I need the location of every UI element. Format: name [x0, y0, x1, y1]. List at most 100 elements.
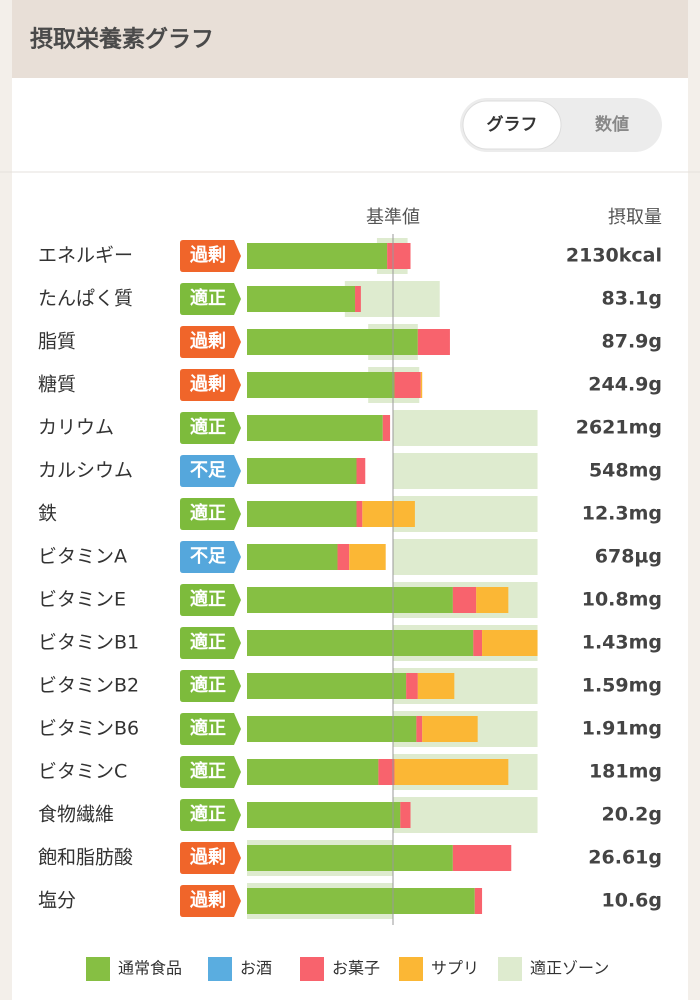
badge-label: 過剰: [190, 244, 226, 266]
amount: 181mg: [589, 761, 662, 783]
amount: 678µg: [595, 546, 662, 568]
zone: [393, 453, 538, 489]
badge: [180, 885, 241, 917]
card-header: [12, 0, 688, 78]
bar-segment: [247, 286, 356, 312]
toggle-graph[interactable]: グラフ: [487, 114, 538, 135]
bar-segment: [473, 630, 483, 656]
amount: 1.43mg: [582, 632, 662, 654]
badge-label: 適正: [190, 674, 226, 696]
nutrient-label: ビタミンB6: [38, 718, 139, 740]
nutrient-label: 食物繊維: [38, 804, 114, 826]
bar-segment: [382, 415, 391, 441]
badge-label: 適正: [190, 502, 226, 524]
badge-label: 適正: [190, 760, 226, 782]
bar-segment: [452, 587, 477, 613]
amount: 12.3mg: [582, 503, 662, 525]
bar-segment: [417, 329, 450, 355]
bar-segment: [417, 673, 455, 699]
bar-segment: [394, 372, 421, 398]
bar-segment: [247, 802, 401, 828]
amount: 26.61g: [588, 847, 662, 869]
nutrient-label: カリウム: [38, 417, 114, 439]
zone: [393, 539, 538, 575]
bar-segment: [247, 888, 475, 914]
badge: [180, 498, 241, 530]
nutrient-label: エネルギー: [38, 245, 133, 267]
bar-segment: [356, 501, 363, 527]
badge-label: 過剰: [190, 330, 226, 352]
bar-segment: [474, 888, 483, 914]
badge-label: 適正: [190, 717, 226, 739]
bar-segment: [247, 587, 453, 613]
badge-label: 適正: [190, 416, 226, 438]
bar-segment: [247, 845, 453, 871]
bar-segment: [247, 329, 418, 355]
bar-segment: [247, 716, 417, 742]
badge: [180, 713, 241, 745]
bar-segment: [356, 458, 366, 484]
badge: [180, 584, 241, 616]
badge: [180, 412, 241, 444]
badge: [180, 455, 241, 487]
nutrient-label: 脂質: [38, 331, 76, 353]
nutrient-label: たんぱく質: [38, 288, 133, 310]
bar-segment: [247, 243, 388, 269]
zone: [393, 410, 538, 446]
nutrient-label: ビタミンB1: [38, 632, 139, 654]
legend-label: サプリ: [431, 959, 479, 978]
bar-segment: [247, 673, 407, 699]
nutrient-label: 糖質: [38, 374, 76, 396]
badge: [180, 756, 241, 788]
legend-label: 適正ゾーン: [530, 959, 609, 978]
toggle-knob[interactable]: [462, 100, 562, 150]
zone: [393, 797, 538, 833]
badge-label: 適正: [190, 287, 226, 309]
bar-segment: [378, 759, 395, 785]
badge: [180, 541, 241, 573]
badge-label: 適正: [190, 588, 226, 610]
toggle-number[interactable]: 数値: [595, 114, 629, 135]
badge-label: 過剰: [190, 373, 226, 395]
amount: 548mg: [589, 460, 662, 482]
bar-segment: [482, 630, 538, 656]
reference-header: 基準値: [366, 207, 420, 228]
legend-swatch: [300, 957, 324, 981]
bar-segment: [247, 544, 338, 570]
bar-segment: [452, 845, 512, 871]
nutrient-label: ビタミンE: [38, 589, 126, 611]
bar-segment: [422, 716, 478, 742]
amount-header: 摂取量: [608, 207, 662, 228]
badge: [180, 369, 241, 401]
badge-label: 不足: [190, 546, 226, 567]
card: [12, 0, 688, 1000]
badge-label: 適正: [190, 631, 226, 653]
amount: 20.2g: [602, 804, 662, 826]
bar-segment: [247, 458, 357, 484]
badge: [180, 627, 241, 659]
badge: [180, 842, 241, 874]
amount: 10.6g: [602, 890, 662, 912]
nutrient-label: ビタミンB2: [38, 675, 139, 697]
nutrient-label: 塩分: [38, 890, 76, 912]
bar-segment: [247, 372, 395, 398]
bar-segment: [400, 802, 411, 828]
bar-segment: [247, 630, 474, 656]
bar-segment: [247, 501, 357, 527]
legend-label: お菓子: [332, 959, 380, 978]
legend-swatch: [86, 957, 110, 981]
nutrient-label: ビタミンA: [38, 546, 127, 568]
amount: 244.9g: [588, 374, 662, 396]
badge-label: 適正: [190, 803, 226, 825]
bar-segment: [416, 716, 423, 742]
amount: 2621mg: [576, 417, 662, 439]
nutrient-label: カルシウム: [38, 460, 133, 482]
legend-swatch: [399, 957, 423, 981]
legend-swatch: [208, 957, 232, 981]
bar-segment: [420, 372, 423, 398]
bar-segment: [406, 673, 418, 699]
bar-segment: [247, 415, 383, 441]
bar-segment: [394, 759, 509, 785]
badge: [180, 799, 241, 831]
